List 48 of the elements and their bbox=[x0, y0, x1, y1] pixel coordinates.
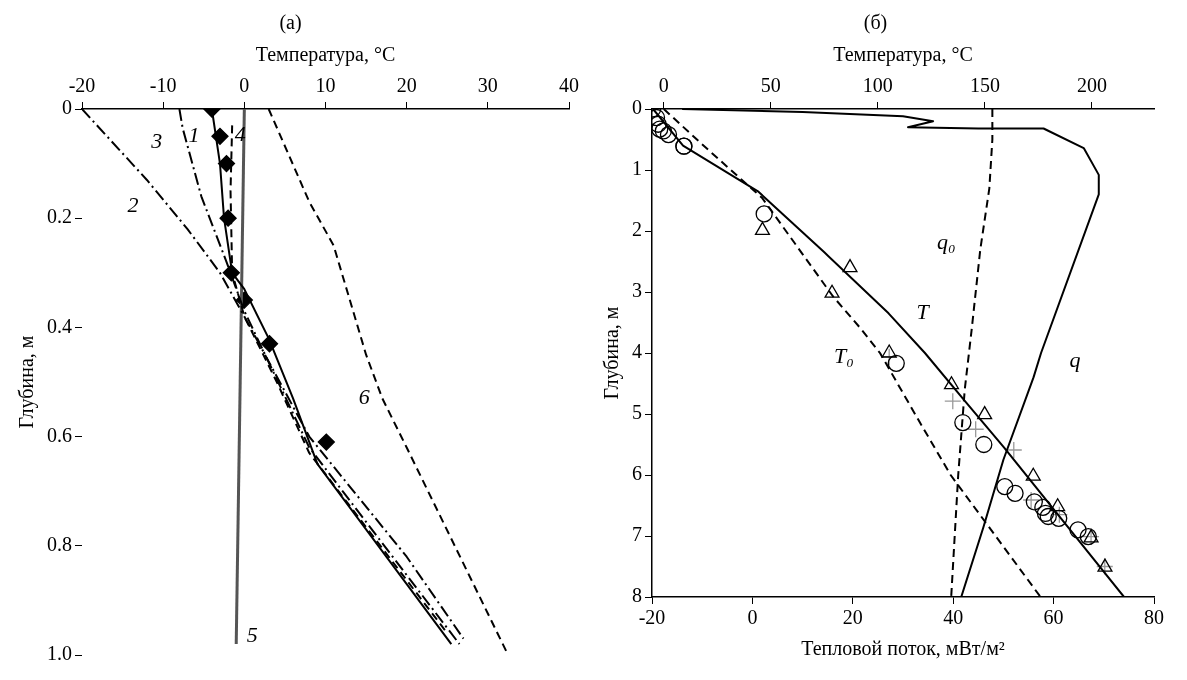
x2-axis-title: Температура, °C bbox=[833, 43, 973, 67]
x-tick-label: 0 bbox=[747, 606, 758, 629]
y-tick-label: 0.8 bbox=[47, 533, 72, 556]
x-tick-label: 0 bbox=[239, 74, 250, 97]
y-tick-label: 8 bbox=[632, 584, 642, 607]
x-tick-label: 30 bbox=[477, 74, 498, 97]
x-tick-label: 60 bbox=[1043, 606, 1064, 629]
y-tick-label: 6 bbox=[632, 462, 642, 485]
y-axis-title: Глубина, м bbox=[15, 335, 39, 429]
chart-title: (а) bbox=[279, 11, 302, 35]
x-tick-label: -20 bbox=[638, 606, 666, 629]
y-tick-label: 1 bbox=[632, 157, 642, 180]
series-label: q bbox=[1069, 346, 1081, 372]
annotation: 1 bbox=[188, 122, 200, 148]
x-tick-label: 40 bbox=[559, 74, 579, 97]
x-tick-label: 20 bbox=[842, 606, 863, 629]
y-tick-label: 0.4 bbox=[47, 314, 72, 337]
annotation: 5 bbox=[246, 621, 258, 647]
x2-tick-label: 100 bbox=[862, 74, 893, 97]
y-tick-label: 0.6 bbox=[47, 423, 72, 446]
y-tick-label: 5 bbox=[632, 401, 642, 424]
y-tick-label: 7 bbox=[632, 523, 642, 546]
y-axis-title: Глубина, м bbox=[600, 306, 624, 400]
y-tick-label: 1.0 bbox=[47, 642, 72, 665]
x2-tick-label: 50 bbox=[760, 74, 781, 97]
chart-title: (б) bbox=[863, 11, 888, 35]
x-tick-label: 20 bbox=[396, 74, 417, 97]
y-tick-label: 2 bbox=[632, 218, 642, 241]
x-axis-title: Температура, °C bbox=[255, 43, 396, 67]
x-tick-label: -10 bbox=[149, 74, 177, 97]
annotation: 2 bbox=[127, 191, 139, 217]
x2-tick-label: 200 bbox=[1076, 74, 1107, 97]
y-tick-label: 4 bbox=[632, 340, 642, 363]
y-tick-label: 0 bbox=[62, 96, 72, 119]
x-tick-label: 40 bbox=[943, 606, 964, 629]
y-tick-label: 3 bbox=[632, 279, 642, 302]
x-tick-label: 80 bbox=[1144, 606, 1164, 629]
y-tick-label: 0 bbox=[632, 96, 642, 119]
x-tick-label: 10 bbox=[315, 74, 336, 97]
series-label: T bbox=[916, 299, 931, 325]
x-tick-label: -20 bbox=[68, 74, 96, 97]
annotation: 3 bbox=[150, 127, 163, 153]
y-tick-label: 0.2 bbox=[47, 205, 72, 228]
series-label: T₀ bbox=[834, 342, 854, 368]
series-label: q₀ bbox=[936, 229, 956, 255]
annotation: 6 bbox=[358, 384, 370, 410]
x-axis-title: Тепловой поток, мВт/м² bbox=[801, 637, 1005, 660]
x2-tick-label: 150 bbox=[969, 74, 1000, 97]
